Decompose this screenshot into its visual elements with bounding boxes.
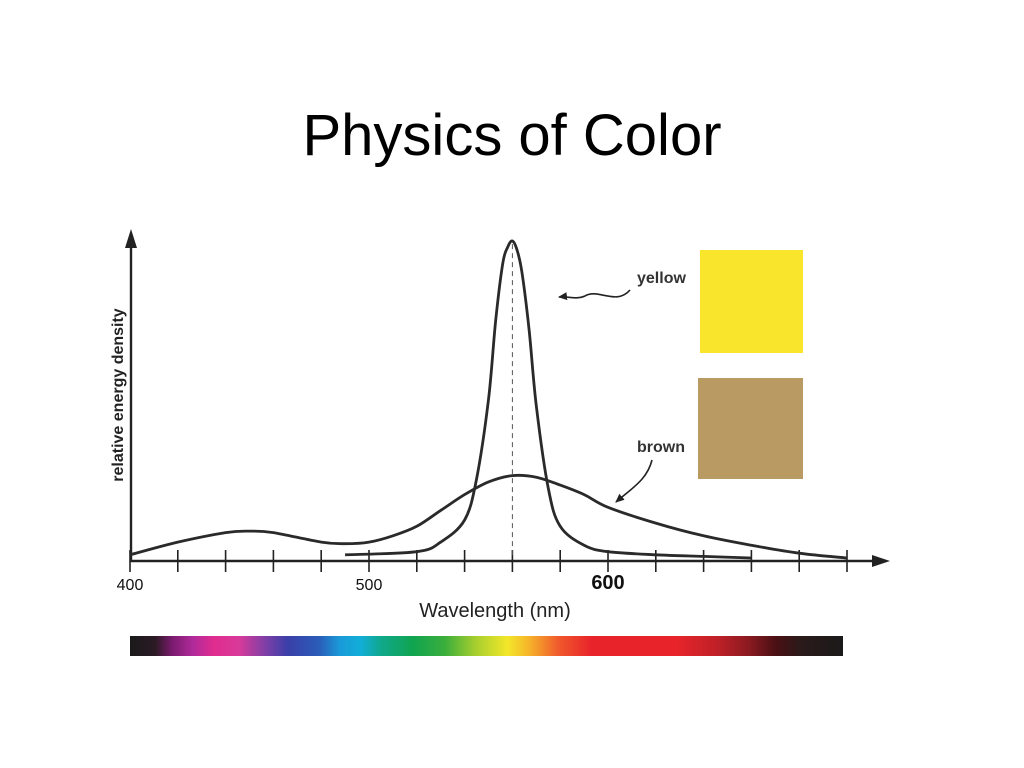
brown-color-swatch [698,378,803,479]
yellow-leader-arrow [558,289,631,301]
brown-leader-arrow [615,459,653,503]
x-tick-label: 400 [117,577,144,594]
x-axis-arrowhead [872,555,890,567]
y-axis-title: relative energy density [110,308,127,482]
yellow-curve-label: yellow [637,270,686,287]
visible-spectrum-bar [130,636,843,656]
brown-curve-label: brown [637,439,685,456]
x-tick-label: 500 [356,577,383,594]
yellow-spectral-curve [345,239,752,560]
y-axis-arrowhead [125,229,137,248]
series-layer [129,239,848,560]
brown-spectral-curve [129,473,848,560]
x-axis-tick-labels: 400 500 600 [117,572,625,594]
x-axis-title: Wavelength (nm) [419,600,571,622]
x-tick-label: 600 [591,572,624,594]
slide-title: Physics of Color [302,103,722,168]
yellow-color-swatch [700,250,803,353]
